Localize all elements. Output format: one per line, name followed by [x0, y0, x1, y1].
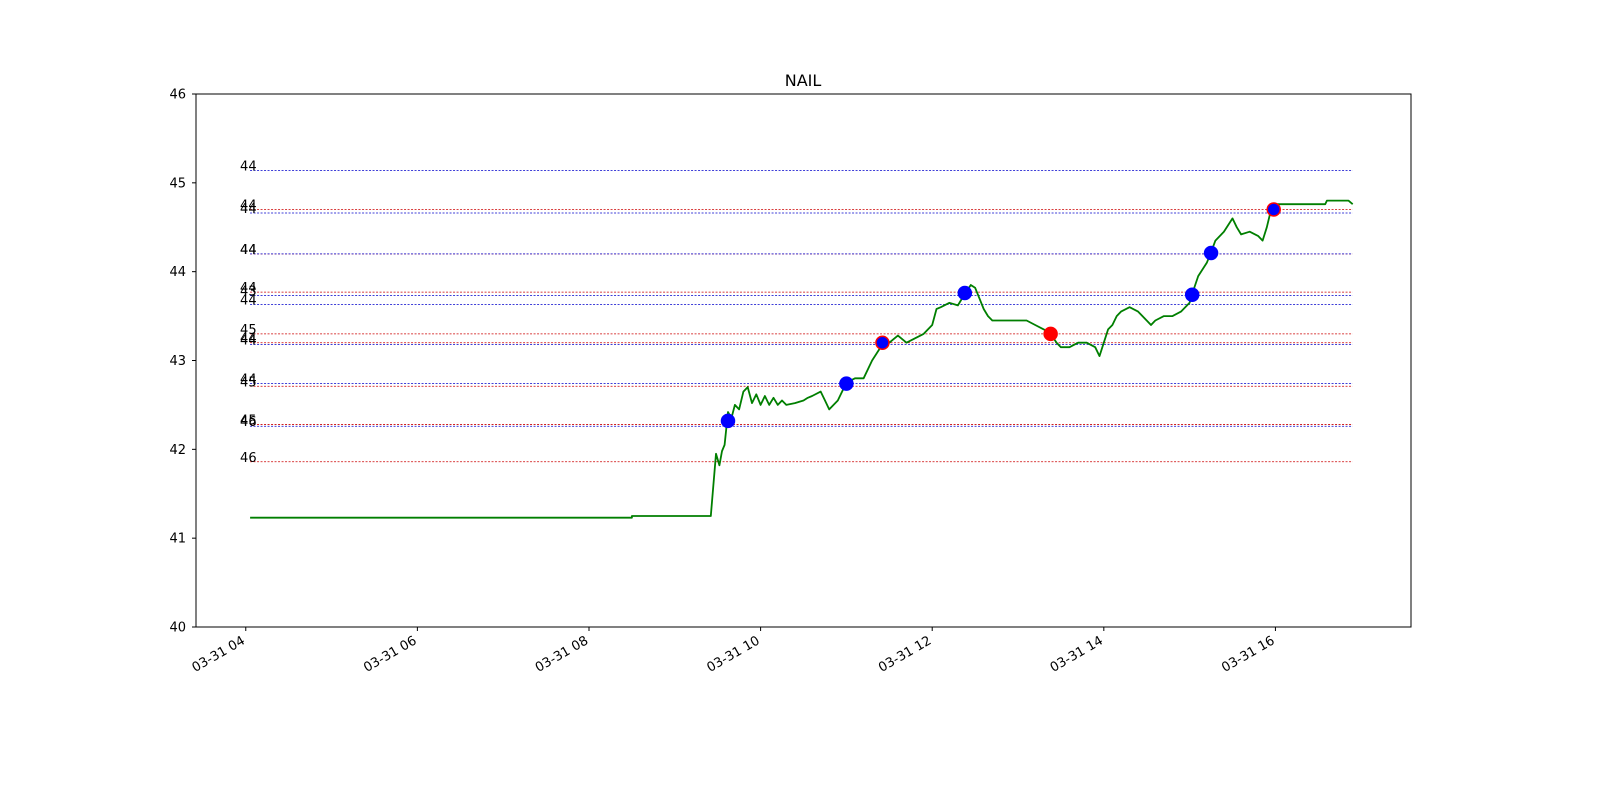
y-tick-label: 44 — [169, 265, 186, 280]
level-label: 44 — [240, 243, 257, 258]
level-label: 44 — [240, 332, 257, 347]
y-tick-label: 42 — [169, 443, 186, 458]
trade-marker — [1043, 326, 1058, 342]
trade-marker — [1266, 202, 1281, 217]
y-axis: 40 41 42 43 44 45 46 — [169, 88, 196, 636]
level-label: 44 — [240, 159, 257, 174]
level-label: 45 — [240, 413, 257, 428]
level-label: 44 — [240, 281, 257, 296]
x-tick-label: 03-31 10 — [704, 633, 762, 675]
level-label: 44 — [240, 198, 257, 213]
level-label: 43 — [240, 285, 257, 300]
level-label: 44 — [240, 373, 257, 388]
level-label: 46 — [240, 451, 257, 466]
trade-marker — [1203, 245, 1219, 261]
chart-title: NAIL — [785, 71, 822, 90]
trade-marker — [875, 335, 890, 350]
trade-marker — [839, 376, 854, 391]
y-tick-label: 41 — [169, 532, 186, 547]
y-tick-label: 45 — [169, 176, 186, 191]
level-label: 45 — [240, 375, 257, 390]
x-tick-label: 03-31 06 — [361, 633, 419, 675]
level-label: 45 — [240, 323, 257, 338]
level-label: 46 — [240, 415, 257, 430]
level-label: 44 — [240, 334, 257, 349]
plot-frame — [195, 93, 1412, 628]
y-tick-label: 43 — [169, 354, 186, 369]
x-tick-label: 03-31 08 — [533, 633, 591, 675]
x-tick-label: 03-31 14 — [1048, 633, 1106, 675]
level-label: 44 — [240, 294, 257, 309]
trade-marker — [720, 413, 736, 429]
x-tick-label: 03-31 04 — [190, 633, 248, 675]
series-layer — [250, 199, 1354, 519]
level-label: 44 — [240, 202, 257, 217]
x-tick-label: 03-31 12 — [876, 633, 934, 675]
price-line — [250, 199, 1354, 519]
y-tick-label: 40 — [169, 621, 186, 636]
markers-layer — [720, 202, 1281, 429]
trade-marker — [957, 285, 973, 301]
x-tick-label: 03-31 16 — [1219, 633, 1277, 675]
x-axis: 03-31 04 03-31 06 03-31 08 03-31 10 03-31 12… — [190, 627, 1277, 676]
trade-marker — [1184, 287, 1200, 303]
level-label: 44 — [240, 243, 257, 258]
y-tick-label: 46 — [169, 88, 186, 103]
